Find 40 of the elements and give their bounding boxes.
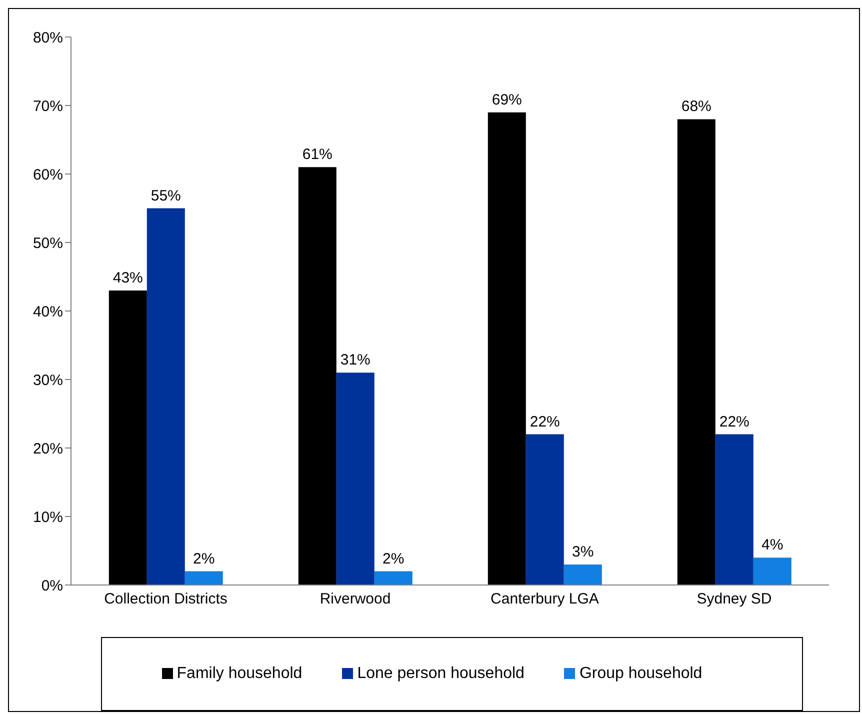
y-tick-label: 30% bbox=[32, 372, 63, 389]
bar bbox=[677, 119, 716, 585]
y-tick-label: 70% bbox=[32, 98, 63, 115]
y-tick-label: 50% bbox=[32, 234, 63, 252]
x-tick-label: Riverwood bbox=[320, 590, 391, 608]
bar bbox=[564, 564, 602, 585]
data-label: 43% bbox=[112, 269, 143, 286]
data-label: 55% bbox=[150, 187, 181, 204]
data-label: 4% bbox=[762, 536, 784, 554]
data-label: 22% bbox=[530, 413, 560, 430]
y-tick-label: 80% bbox=[32, 29, 63, 46]
y-tick-label: 10% bbox=[32, 508, 63, 526]
y-tick-label: 0% bbox=[41, 577, 63, 594]
legend-label: Lone person household bbox=[357, 665, 524, 682]
bar bbox=[108, 290, 147, 585]
data-label: 22% bbox=[719, 413, 750, 430]
bar bbox=[146, 208, 185, 585]
bar bbox=[374, 571, 412, 585]
data-label: 69% bbox=[492, 91, 522, 108]
data-label: 2% bbox=[193, 550, 215, 568]
y-tick-label: 40% bbox=[32, 303, 63, 320]
legend-label: Family household bbox=[176, 665, 302, 682]
bar bbox=[336, 372, 374, 585]
data-label: 3% bbox=[572, 543, 594, 560]
y-tick-label: 20% bbox=[32, 440, 63, 458]
data-label: 68% bbox=[681, 98, 712, 116]
bar bbox=[715, 434, 754, 585]
bar bbox=[184, 571, 223, 585]
x-tick-label: Collection Districts bbox=[104, 590, 228, 608]
data-label: 61% bbox=[302, 146, 332, 164]
bar bbox=[488, 112, 526, 585]
data-label: 2% bbox=[382, 550, 404, 568]
bar bbox=[753, 558, 792, 585]
x-tick-label: Canterbury LGA bbox=[490, 590, 599, 608]
bar bbox=[298, 167, 336, 585]
bar bbox=[526, 434, 564, 585]
data-label: 31% bbox=[340, 352, 370, 369]
x-tick-label: Sydney SD bbox=[696, 590, 772, 608]
legend-label: Group household bbox=[579, 665, 702, 682]
y-tick-label: 60% bbox=[32, 166, 63, 184]
